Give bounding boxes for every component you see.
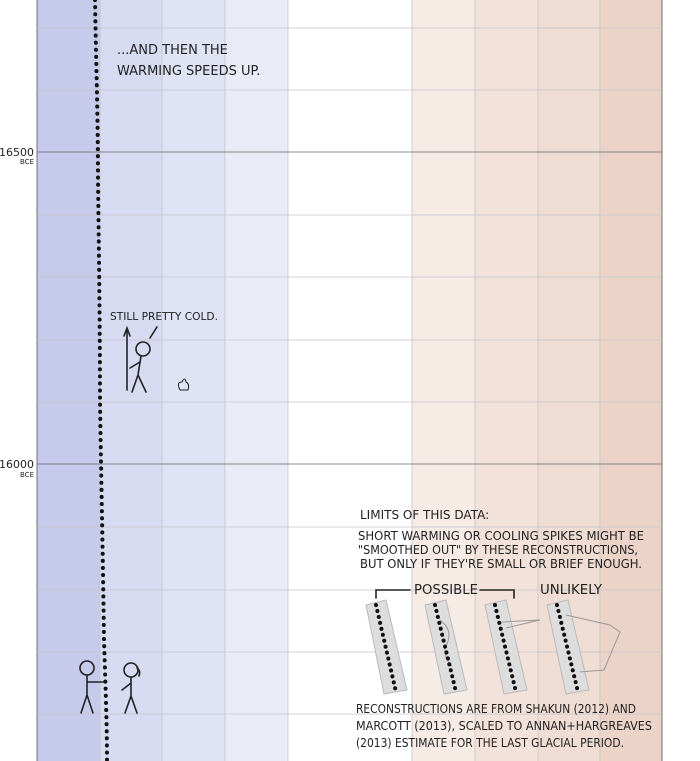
limits-title: LIMITS OF THIS DATA: [360, 508, 489, 522]
stick-figures [79, 660, 141, 714]
annotation: WARMING SPEEDS UP. [117, 64, 260, 79]
year-label: 16000 [0, 458, 34, 471]
limits-note: BUT ONLY IF THEY'RE SMALL OR BRIEF ENOUG… [360, 557, 642, 571]
source-note: MARCOTT (2013), SCALED TO ANNAN+HARGREAV… [356, 719, 652, 733]
era-label: BCE [20, 471, 34, 479]
year-label: 16500 [0, 146, 34, 159]
stick-figure [123, 325, 190, 393]
temperature-line [93, 0, 109, 761]
source-note: RECONSTRUCTIONS ARE FROM SHAKUN (2012) A… [356, 702, 636, 716]
unlikely-label: UNLIKELY [540, 583, 602, 598]
annotation: ...AND THEN THE [117, 43, 228, 58]
annotation: STILL PRETTY COLD. [110, 310, 218, 323]
bracket [375, 589, 515, 599]
limits-note: SHORT WARMING OR COOLING SPIKES MIGHT BE [358, 529, 644, 543]
possible-label: POSSIBLE [414, 583, 478, 598]
grid [36, 0, 663, 761]
source-note: (2013) ESTIMATE FOR THE LAST GLACIAL PER… [356, 736, 624, 750]
examples [365, 599, 621, 695]
limits-note: "SMOOTHED OUT" BY THESE RECONSTRUCTIONS, [358, 543, 638, 557]
era-label: BCE [20, 158, 34, 166]
